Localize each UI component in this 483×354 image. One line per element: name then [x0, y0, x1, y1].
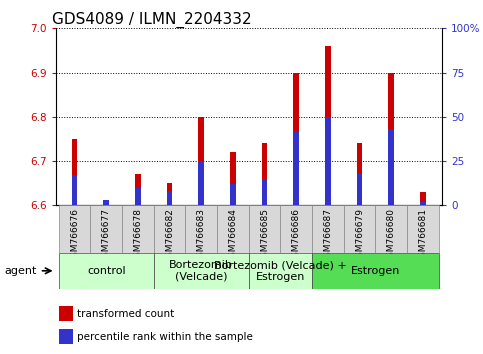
Text: control: control: [87, 266, 126, 276]
Bar: [230, 152, 236, 205]
Bar: [357, 173, 362, 205]
Bar: [199, 161, 204, 205]
Text: GSM766676: GSM766676: [70, 208, 79, 263]
Bar: [388, 129, 394, 205]
Bar: [230, 184, 236, 205]
Bar: [103, 200, 109, 205]
Text: GSM766681: GSM766681: [418, 208, 427, 263]
Bar: [262, 143, 268, 205]
Bar: [388, 73, 394, 205]
Bar: [59, 329, 73, 344]
Text: percentile rank within the sample: percentile rank within the sample: [77, 332, 253, 342]
Bar: [154, 253, 249, 289]
Bar: [71, 175, 77, 205]
Bar: [154, 205, 185, 253]
Bar: [103, 201, 109, 205]
Bar: [199, 117, 204, 205]
Text: GSM766686: GSM766686: [292, 208, 301, 263]
Text: Estrogen: Estrogen: [351, 266, 400, 276]
Bar: [59, 205, 90, 253]
Bar: [325, 117, 331, 205]
Text: transformed count: transformed count: [77, 309, 174, 319]
Bar: [407, 205, 439, 253]
Bar: [325, 46, 331, 205]
Text: GSM766678: GSM766678: [133, 208, 142, 263]
Text: GDS4089 / ILMN_2204332: GDS4089 / ILMN_2204332: [52, 12, 251, 28]
Text: GSM766679: GSM766679: [355, 208, 364, 263]
Bar: [90, 205, 122, 253]
Bar: [249, 253, 312, 289]
Bar: [420, 192, 426, 205]
Bar: [262, 179, 268, 205]
Text: Bortezomib
(Velcade): Bortezomib (Velcade): [170, 260, 233, 282]
Text: GSM766677: GSM766677: [102, 208, 111, 263]
Bar: [293, 73, 299, 205]
Bar: [185, 205, 217, 253]
Bar: [281, 205, 312, 253]
Bar: [375, 205, 407, 253]
Bar: [420, 202, 426, 205]
Bar: [249, 205, 281, 253]
Bar: [167, 191, 172, 205]
Text: GSM766684: GSM766684: [228, 208, 238, 263]
Text: GSM766683: GSM766683: [197, 208, 206, 263]
Bar: [344, 205, 375, 253]
Text: GSM766682: GSM766682: [165, 208, 174, 263]
Text: Bortezomib (Velcade) +
Estrogen: Bortezomib (Velcade) + Estrogen: [214, 260, 347, 282]
Bar: [135, 175, 141, 205]
Bar: [312, 253, 439, 289]
Bar: [71, 139, 77, 205]
Bar: [167, 183, 172, 205]
Bar: [312, 205, 344, 253]
Bar: [357, 143, 362, 205]
Bar: [135, 188, 141, 205]
Text: GSM766680: GSM766680: [387, 208, 396, 263]
Bar: [122, 205, 154, 253]
Bar: [59, 306, 73, 321]
Text: GSM766687: GSM766687: [324, 208, 332, 263]
Text: agent: agent: [5, 266, 37, 276]
Bar: [59, 253, 154, 289]
Bar: [217, 205, 249, 253]
Bar: [293, 131, 299, 205]
Text: GSM766685: GSM766685: [260, 208, 269, 263]
